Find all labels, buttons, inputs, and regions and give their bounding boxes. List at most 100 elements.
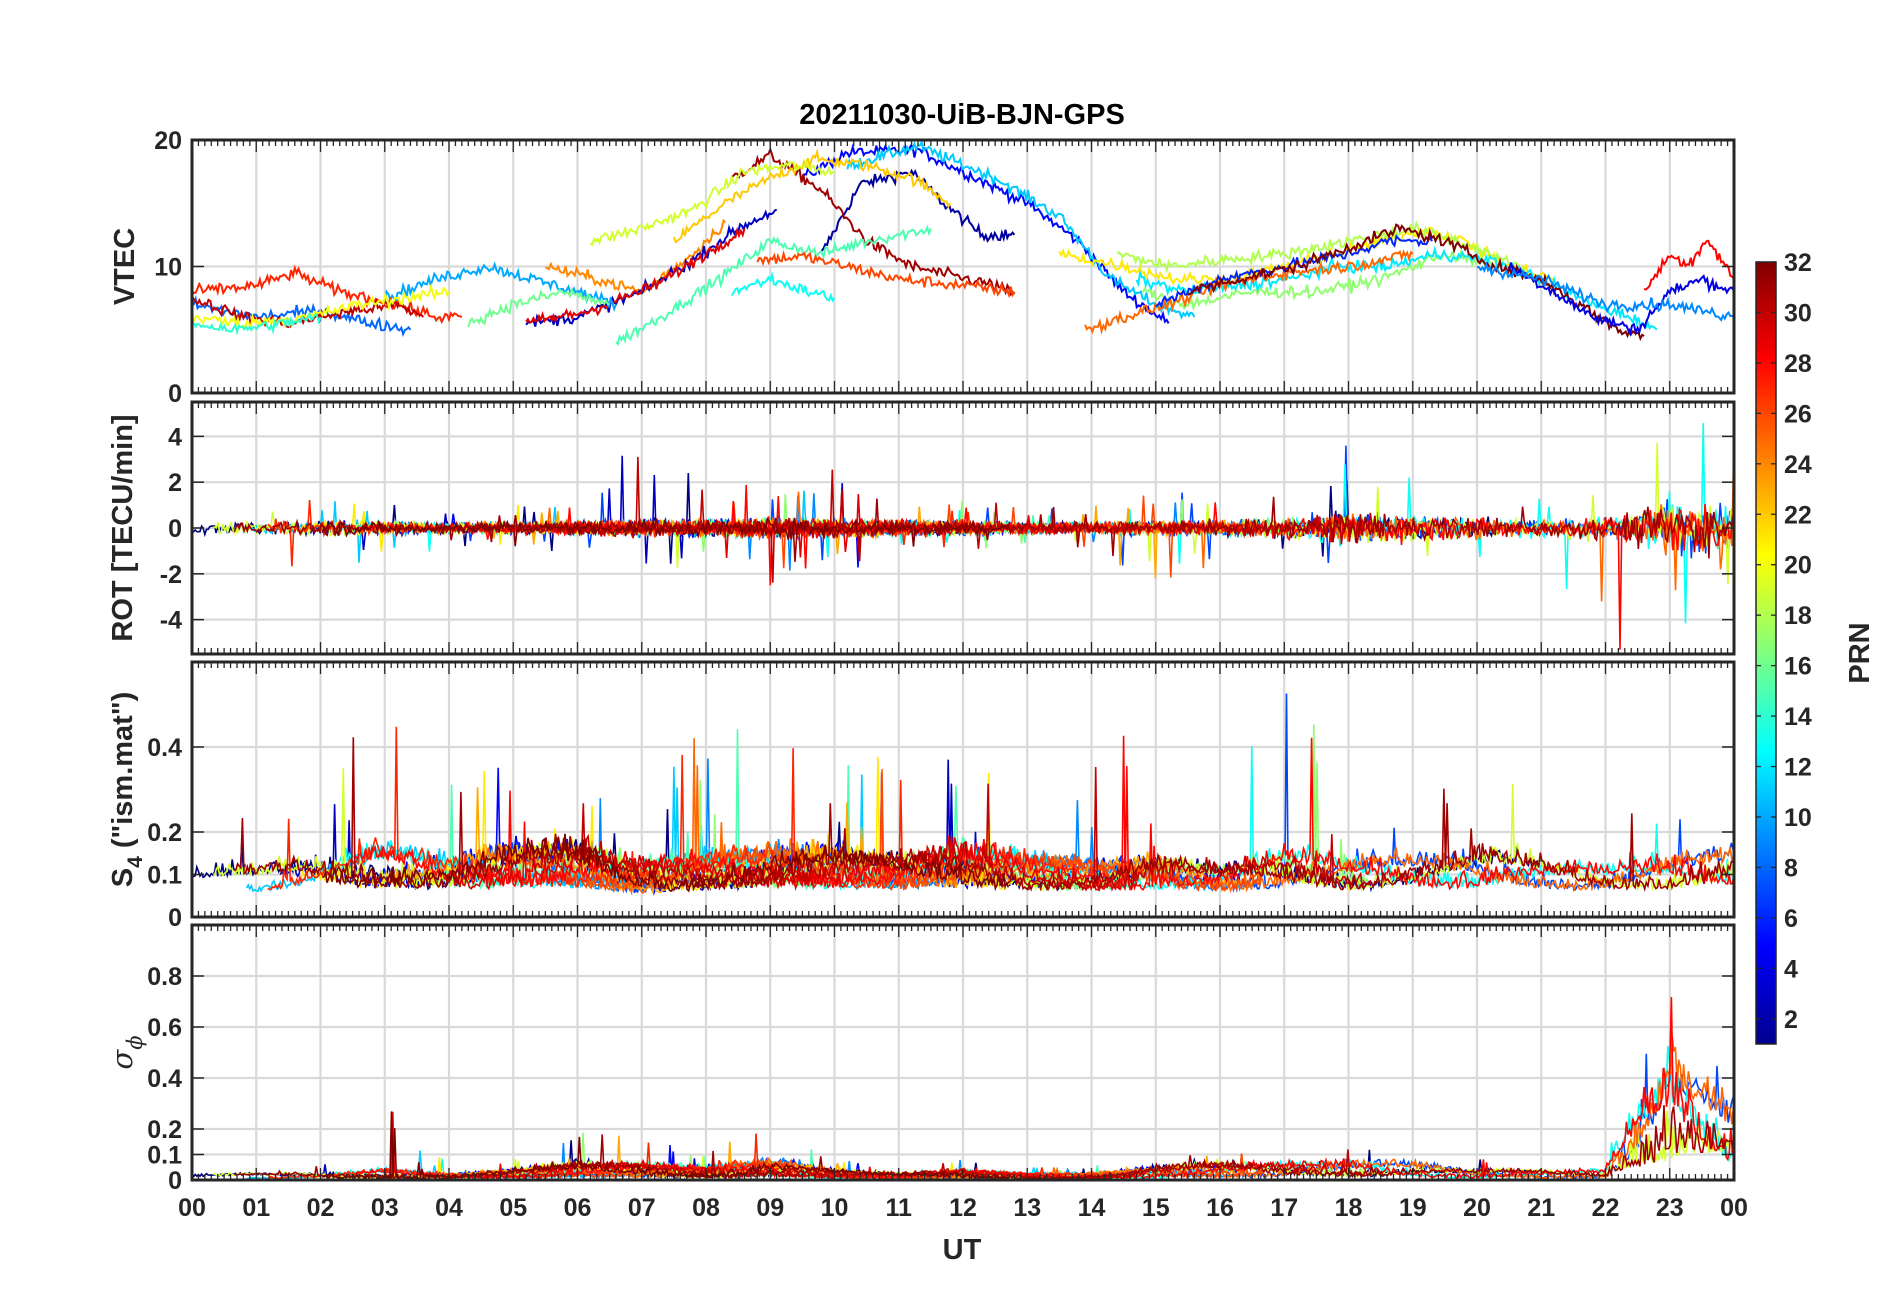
panel-vtec: 0 10 20 VTEC	[109, 127, 1736, 408]
y-tick-label: -4	[160, 607, 182, 635]
data-lines	[192, 996, 1734, 1180]
x-tick-label: 12	[949, 1194, 977, 1222]
colorbar-tick-label: 30	[1784, 299, 1812, 327]
x-tick-label: 23	[1656, 1194, 1684, 1222]
series-prn-12	[1135, 245, 1658, 332]
series-prn-32	[321, 517, 1010, 547]
colorbar-tick-label: 32	[1784, 249, 1812, 277]
series-prn-28	[1643, 239, 1734, 291]
x-axis-label: UT	[943, 1234, 982, 1266]
colorbar-tick-label: 10	[1784, 804, 1812, 832]
y-axis-label-sigma_phi: σϕ	[105, 1035, 147, 1069]
y-axis-label-vtec: VTEC	[109, 228, 141, 305]
x-tick-label: 16	[1206, 1194, 1234, 1222]
y-tick-label: 0	[168, 515, 182, 543]
series-prn-29	[525, 226, 746, 324]
series-prn-10	[383, 261, 617, 313]
grid	[192, 925, 1734, 1180]
x-tick-label: 20	[1463, 1194, 1491, 1222]
x-tick-label: 03	[371, 1194, 399, 1222]
colorbar-tick-label: 14	[1784, 703, 1812, 731]
minor-ticks	[191, 139, 1735, 394]
series-prn-15	[615, 224, 932, 347]
series-prn-20	[192, 282, 450, 333]
series-prn-9	[1476, 261, 1734, 322]
series-prn-4	[1508, 262, 1734, 337]
y-tick-label: 0.8	[147, 963, 182, 991]
minor-ticks	[191, 662, 1735, 918]
y-tick-label: 0	[168, 1167, 182, 1195]
y-label-main: S	[107, 868, 139, 887]
x-tick-label: 21	[1527, 1194, 1555, 1222]
series-prn-13	[334, 746, 1734, 892]
x-tick-label: 05	[499, 1194, 527, 1222]
colorbar-tick-label: 22	[1784, 501, 1812, 529]
y-tick-label: -2	[160, 561, 182, 589]
y-tick-label: 0.2	[147, 1116, 182, 1144]
x-tick-label: 13	[1013, 1194, 1041, 1222]
colorbar-tick-label: 26	[1784, 400, 1812, 428]
x-tick-label: 00	[1720, 1194, 1748, 1222]
x-tick-label: 02	[307, 1194, 335, 1222]
y-tick-label: 4	[168, 423, 182, 451]
x-tick-label: 19	[1399, 1194, 1427, 1222]
colorbar-tick-label: 24	[1784, 451, 1812, 479]
panel-s4: 00.10.20.4S4 ("ism.mat")	[107, 660, 1736, 932]
series-prn-31	[731, 146, 1016, 297]
x-tick-label: 10	[821, 1194, 849, 1222]
y-label-sub: ϕ	[123, 1035, 147, 1049]
series-prn-32	[321, 833, 1010, 893]
panel-rot: -4 -2 0 2 4 ROT [TECU/min]	[107, 400, 1736, 656]
y-tick-label: 0.4	[147, 1065, 182, 1093]
colorbar-tick-label: 28	[1784, 350, 1812, 378]
y-tick-label: 2	[168, 469, 182, 497]
series-prn-16	[467, 286, 610, 328]
panel-sigma_phi: 00.10.2 0.4 0.6 0.8 σϕ 00 01 02 03 04 05 06 07 08 09 10…	[105, 923, 1748, 1222]
y-label-sub: 4	[124, 856, 147, 868]
x-tick-label: 00	[178, 1194, 206, 1222]
y-axis-label-rot: ROT [TECU/min]	[107, 414, 139, 641]
colorbar-gradient	[1755, 261, 1777, 1045]
x-tick-label: 14	[1078, 1194, 1106, 1222]
series-prn-26	[565, 772, 1265, 893]
y-tick-label: 0	[168, 904, 182, 932]
y-label-tail: ("ism.mat")	[107, 692, 139, 856]
colorbar-tick-label: 8	[1784, 854, 1798, 882]
x-tick-label: 06	[564, 1194, 592, 1222]
x-tick-label: 15	[1142, 1194, 1170, 1222]
y-tick-label: 0.4	[147, 734, 182, 762]
x-tick-label: 17	[1270, 1194, 1298, 1222]
y-label-main: σ	[105, 1049, 139, 1070]
x-tick-label: 04	[435, 1194, 463, 1222]
series-prn-22	[672, 148, 952, 244]
y-tick-label: 0.6	[147, 1014, 182, 1042]
x-tick-label: 22	[1592, 1194, 1620, 1222]
x-tick-label: 01	[242, 1194, 270, 1222]
series-prn-31	[233, 737, 1734, 893]
series-prn-28	[355, 735, 1734, 892]
minor-ticks	[191, 402, 1735, 654]
colorbar-tick-label: 4	[1784, 955, 1798, 983]
data-lines	[192, 140, 1734, 347]
series-prn-14	[192, 311, 322, 336]
x-tick-label: 09	[756, 1194, 784, 1222]
series-prn-13	[730, 271, 836, 303]
colorbar-tick-label: 12	[1784, 754, 1812, 782]
x-tick-label: 08	[692, 1194, 720, 1222]
y-axis-label-s4: S4 ("ism.mat")	[107, 692, 147, 888]
series-prn-27	[192, 264, 463, 325]
x-tick-label: 07	[628, 1194, 656, 1222]
colorbar-tick-label: 18	[1784, 602, 1812, 630]
colorbar-tick-label: 16	[1784, 653, 1812, 681]
y-tick-label: 0	[168, 380, 182, 408]
minor-ticks	[191, 925, 1735, 1181]
y-tick-label: 0.1	[147, 1142, 182, 1170]
data-lines	[192, 693, 1734, 896]
grid	[192, 140, 1734, 393]
y-tick-label: 10	[154, 254, 182, 282]
series-prn-11	[846, 140, 1196, 320]
data-lines	[192, 423, 1734, 650]
y-tick-label: 20	[154, 127, 182, 155]
